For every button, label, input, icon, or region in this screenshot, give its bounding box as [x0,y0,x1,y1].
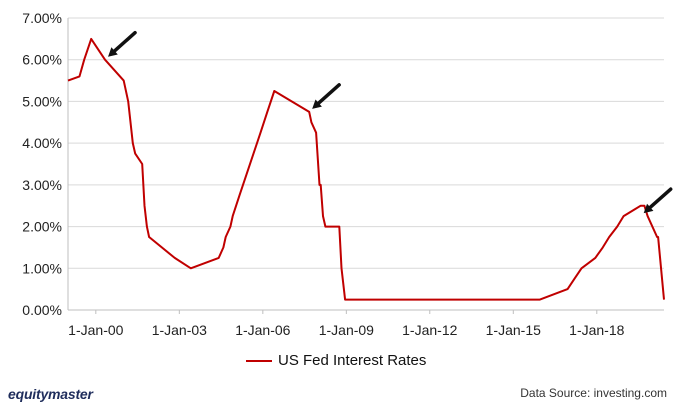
x-tick-label: 1-Jan-03 [152,322,207,338]
annotation-arrow [647,187,673,210]
data-source: Data Source: investing.com [520,386,667,400]
annotation-arrow [112,30,137,54]
x-tick-label: 1-Jan-00 [68,322,123,338]
brand-logo: equitymaster [8,386,93,402]
legend-label: US Fed Interest Rates [278,352,427,369]
x-tick-label: 1-Jan-15 [486,322,541,338]
y-tick-label: 6.00% [22,52,62,68]
x-tick-label: 1-Jan-12 [402,322,457,338]
annotation-arrowhead [312,99,322,109]
x-tick-label: 1-Jan-09 [319,322,374,338]
legend: US Fed Interest Rates [246,352,426,369]
series-line [67,37,665,301]
y-tick-label: 3.00% [22,177,62,193]
x-tick-label: 1-Jan-18 [569,322,624,338]
annotation-arrowhead [108,47,118,57]
legend-swatch [246,359,272,362]
annotation-arrow [316,83,341,106]
y-tick-label: 1.00% [22,260,62,276]
y-tick-label: 0.00% [22,302,62,318]
y-tick-label: 4.00% [22,135,62,151]
x-tick-label: 1-Jan-06 [235,322,290,338]
y-tick-label: 2.00% [22,219,62,235]
annotation-arrowhead [643,203,654,214]
y-tick-label: 7.00% [22,10,62,26]
y-tick-label: 5.00% [22,93,62,109]
